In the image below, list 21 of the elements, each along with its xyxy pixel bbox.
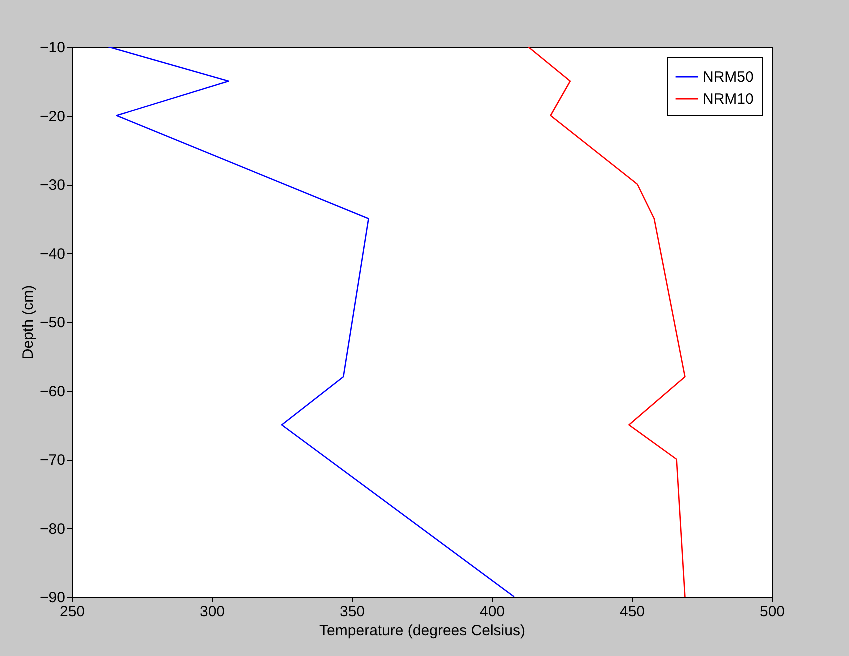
legend-label: NRM10 (703, 91, 754, 108)
y-tick-label: −90 (40, 590, 66, 606)
y-tick-label: −50 (40, 314, 66, 332)
y-tick-label: −40 (40, 246, 66, 263)
y-tick-label: −80 (40, 520, 66, 538)
y-tick-label: −10 (40, 40, 66, 56)
x-tick-label: 450 (620, 604, 646, 620)
y-tick-label: −70 (40, 452, 66, 469)
line-series (528, 47, 686, 597)
x-tick-label: 250 (60, 604, 86, 620)
x-tick-label: 500 (760, 604, 786, 620)
y-tick-label: −60 (40, 383, 66, 400)
line-series (108, 47, 516, 597)
x-axis-title: Temperature (degrees Celsius) (320, 622, 526, 640)
x-tick-label: 300 (200, 604, 226, 620)
legend-label: NRM50 (703, 69, 754, 86)
y-axis-title: Depth (cm) (20, 285, 38, 360)
y-tick-label: −20 (40, 108, 66, 126)
x-tick-label: 400 (480, 604, 506, 620)
x-tick-label: 350 (340, 604, 366, 620)
y-tick-label: −30 (40, 177, 66, 194)
